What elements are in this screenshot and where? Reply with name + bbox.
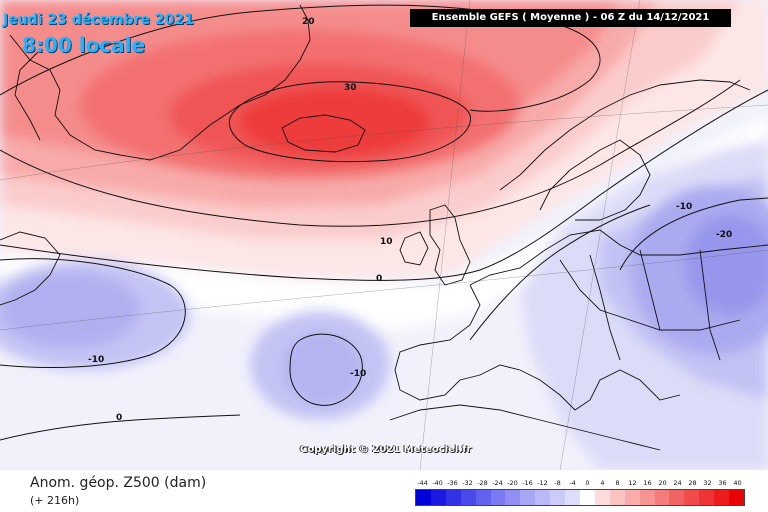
legend-tick: 20: [658, 479, 667, 487]
legend-color-bar: [415, 489, 745, 506]
legend-swatch: [609, 490, 625, 505]
legend-tick: 4: [600, 479, 605, 487]
legend-tick: 12: [628, 479, 637, 487]
contour-label: 20: [302, 17, 315, 27]
legend-swatch: [490, 490, 506, 505]
legend-tick: 0: [585, 479, 590, 487]
legend-swatch: [624, 490, 640, 505]
anomaly-shading: [0, 0, 768, 470]
legend-tick-labels: -44 -40 -36 -32 -28 -24 -20 -16 -12 -8 -4 0 4 8 12 16 20…: [415, 478, 745, 489]
legend-tick: 40: [733, 479, 742, 487]
legend-tick: 16: [643, 479, 652, 487]
contour-label: -10: [88, 355, 104, 365]
contour-label: -20: [716, 230, 732, 240]
legend-swatch: [460, 490, 476, 505]
contour-value-labels: 20 30 10 0 -10 -10 -10 -20 0: [88, 17, 732, 423]
contour-label: 10: [380, 237, 393, 247]
legend-tick: -12: [537, 479, 548, 487]
contour-label: -10: [350, 369, 366, 379]
legend-swatch: [535, 490, 551, 505]
legend-tick: 8: [615, 479, 620, 487]
contour-label: 0: [376, 274, 382, 284]
legend-swatch: [579, 490, 595, 505]
variable-label: Anom. géop. Z500 (dam): [30, 475, 207, 491]
contour-label: 0: [116, 413, 122, 423]
legend-swatch: [669, 490, 685, 505]
legend-tick: 28: [688, 479, 697, 487]
legend-swatch: [654, 490, 670, 505]
legend-swatch: [475, 490, 491, 505]
contour-label: -10: [676, 202, 692, 212]
coastlines: [0, 4, 768, 451]
legend-tick: -4: [569, 479, 576, 487]
legend-swatch: [565, 490, 580, 505]
legend-tick: -44: [417, 479, 428, 487]
forecast-local-time: 8:00 locale: [22, 33, 146, 57]
forecast-date: Jeudi 23 décembre 2021: [3, 12, 194, 28]
legend-swatch: [505, 490, 521, 505]
forecast-hour-label: (+ 216h): [30, 494, 80, 507]
contour-label: 30: [344, 83, 357, 93]
legend-swatch: [550, 490, 566, 505]
model-run-header: Ensemble GEFS ( Moyenne ) - 06 Z du 14/1…: [410, 9, 731, 27]
legend-swatch: [729, 490, 744, 505]
legend-swatch: [520, 490, 536, 505]
legend-swatch: [430, 490, 446, 505]
legend-tick: 24: [673, 479, 682, 487]
color-scale-legend: -44 -40 -36 -32 -28 -24 -20 -16 -12 -8 -4 0 4 8 12 16 20…: [415, 478, 745, 508]
graticule: [0, 0, 768, 470]
legend-swatch: [639, 490, 655, 505]
legend-tick: -8: [554, 479, 561, 487]
legend-swatch: [416, 490, 431, 505]
legend-tick: 32: [703, 479, 712, 487]
legend-tick: -28: [477, 479, 488, 487]
legend-swatch: [594, 490, 610, 505]
legend-tick: -40: [432, 479, 443, 487]
legend-tick: -24: [492, 479, 503, 487]
legend-tick: -16: [522, 479, 533, 487]
legend-tick: -32: [462, 479, 473, 487]
legend-swatch: [714, 490, 730, 505]
legend-swatch: [699, 490, 715, 505]
legend-tick: -20: [507, 479, 518, 487]
anomaly-map: 20 30 10 0 -10 -10 -10 -20 0: [0, 0, 768, 470]
legend-tick: 36: [718, 479, 727, 487]
legend-swatch: [684, 490, 700, 505]
legend-tick: -36: [447, 479, 458, 487]
copyright-notice: Copyright © 2021 Meteociel.fr: [300, 444, 472, 455]
legend-swatch: [445, 490, 461, 505]
contour-lines: [0, 4, 768, 441]
